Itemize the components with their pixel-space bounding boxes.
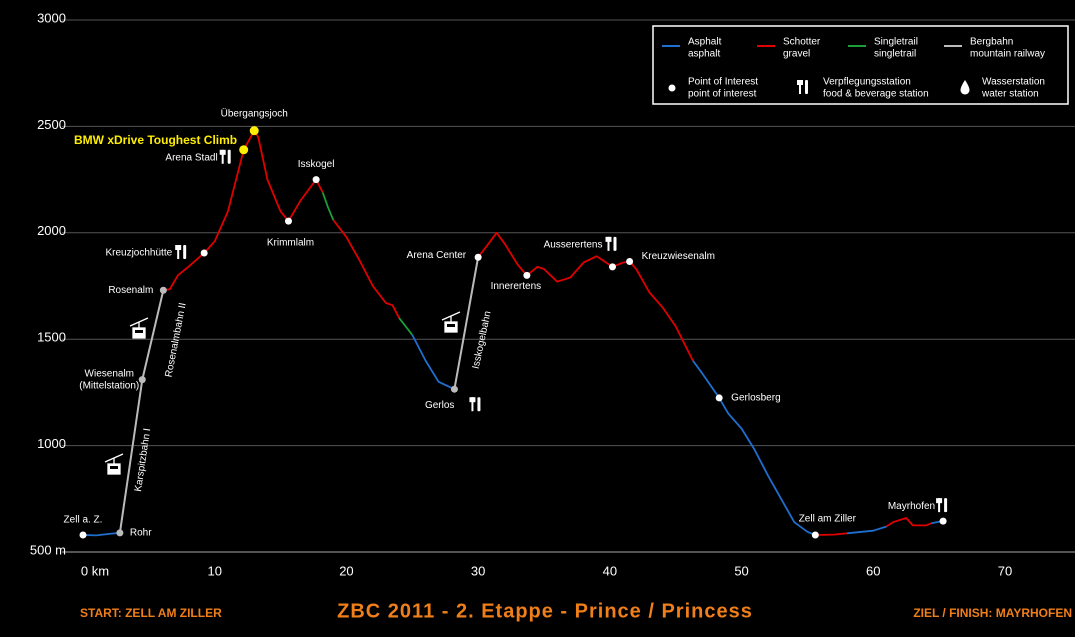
food-icon [944,498,948,513]
poi-label: Rosenalm [108,285,153,296]
poi-label: Wiesenalm [85,368,134,379]
poi-label: Innerertens [491,281,542,292]
food-icon [221,149,224,164]
start-label: START: ZELL AM ZILLER [80,606,222,620]
legend-label: Verpflegungsstation [823,77,911,88]
legend-label: Asphalt [688,37,722,48]
legend-water-drop [960,80,970,95]
poi-dot [939,517,947,525]
annotation: BMW xDrive Toughest Climb [74,133,237,147]
x-tick-label: 60 [866,563,880,578]
poi-dot [249,126,259,136]
poi-label: Arena Center [407,250,467,261]
poi-dot [138,376,146,384]
x-tick-label: 20 [339,563,353,578]
legend-sublabel: water station [981,89,1039,100]
poi-sublabel: (Mittelstation) [79,380,139,391]
x-tick-label: 40 [603,563,617,578]
profile-line [82,334,944,537]
x-tick-label: 30 [471,563,485,578]
chart-title: ZBC 2011 - 2. Etappe - Prince / Princess [337,600,753,622]
poi-dot [312,176,320,184]
poi-label: Ausserertens [544,239,603,250]
legend-label: Bergbahn [970,37,1013,48]
profile-line [163,129,932,536]
poi-label: Rohr [130,527,152,538]
legend-sublabel: mountain railway [970,49,1045,60]
food-icon [227,149,231,164]
finish-label: ZIEL / FINISH: MAYRHOFEN [913,606,1072,620]
y-tick-label: 1000 [37,436,66,451]
food-icon [938,498,941,513]
poi-label: Kreuzwiesenalm [642,251,715,262]
food-icon [613,236,617,251]
food-icon [797,80,803,85]
poi-label: Gerlos [425,400,454,411]
food-icon [471,397,474,412]
legend-label: Singletrail [874,37,918,48]
cable-car-icon [104,311,461,475]
legend-label: Wasserstation [982,77,1045,88]
poi-dot [159,286,167,294]
food-icon [219,149,226,155]
poi-dot [715,394,723,402]
food-icon [799,80,801,94]
poi-dot [523,271,531,279]
poi-dot [450,385,458,393]
poi-label: Isskogel [298,159,335,170]
poi-dot [474,253,482,261]
x-tick-label: 10 [207,563,221,578]
poi-dot [284,217,292,225]
food-icon [607,236,610,251]
food-icon [605,236,612,242]
legend-label: Point of Interest [688,77,758,88]
poi-label: Arena Stadl [165,152,217,163]
food-icon [477,397,481,412]
y-tick-label: 2500 [37,117,66,132]
poi-label: Gerlosberg [731,393,780,404]
legend-label: Schotter [783,37,821,48]
legend-sublabel: gravel [783,49,810,60]
poi-label: Mayrhofen [888,501,935,512]
profile-line [321,192,414,336]
poi-dot [116,529,124,537]
legend-sublabel: point of interest [688,89,757,100]
poi-label: Zell am Ziller [799,514,857,525]
y-tick-label: 2000 [37,223,66,238]
x-tick-label: 50 [734,563,748,578]
y-tick-label: 3000 [37,10,66,25]
food-icon [183,245,187,260]
x-tick-label: 70 [998,563,1012,578]
legend-poi-dot [668,84,676,92]
legend-sublabel: food & beverage station [823,89,929,100]
poi-dot [626,258,634,266]
food-icon [469,397,476,403]
poi-dot [79,531,87,539]
poi-dot [811,531,819,539]
poi-label: Übergangsjoch [221,107,288,119]
food-icon [805,80,808,94]
poi-label: Krimmlalm [267,238,314,249]
legend-sublabel: asphalt [688,49,720,60]
poi-dot [239,145,249,155]
legend-box [652,25,1069,105]
food-icon [177,245,180,260]
x-tick-label: 0 km [81,563,109,578]
food-icon [936,498,943,504]
legend-sublabel: singletrail [874,49,916,60]
y-tick-label: 500 m [30,542,66,557]
poi-dot [608,263,616,271]
y-tick-label: 1500 [37,330,66,345]
poi-label: Zell a. Z. [64,515,103,526]
food-icon [175,245,182,251]
poi-dot [200,249,208,257]
poi-label: Kreuzjochhütte [105,248,172,259]
